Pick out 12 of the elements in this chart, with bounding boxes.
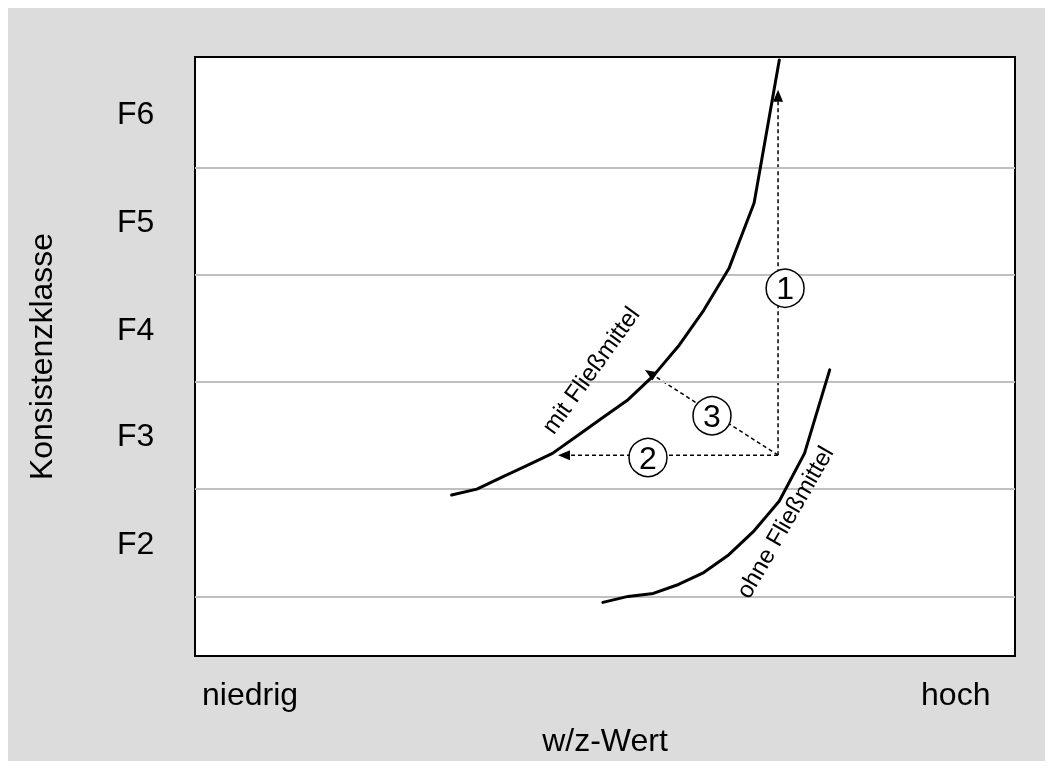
text: F5 — [117, 202, 155, 239]
annotation: 2 — [639, 439, 657, 476]
annotation: 1 — [776, 270, 794, 307]
text: F4 — [117, 311, 155, 348]
annotation: 3 — [703, 397, 721, 434]
text: F2 — [117, 525, 155, 562]
x-tick-label: niedrig — [202, 676, 299, 712]
x-tick-label: hoch — [921, 676, 991, 712]
text: F6 — [117, 95, 155, 132]
text: F3 — [117, 417, 155, 454]
y-axis-title: Konsistenzklasse — [23, 232, 59, 481]
x-axis-title: w/z-Wert — [541, 722, 668, 758]
